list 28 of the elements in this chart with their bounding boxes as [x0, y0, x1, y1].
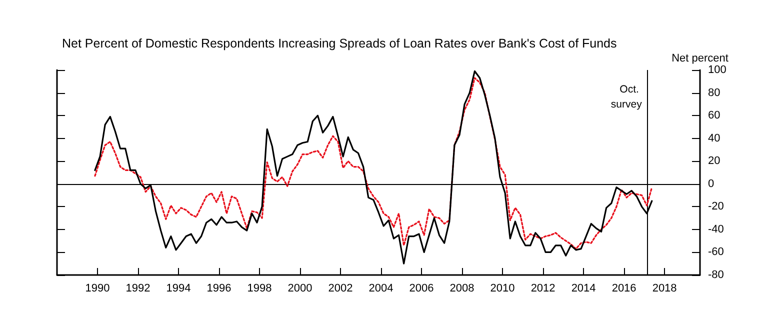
y-tick-label: 20 — [708, 155, 720, 168]
x-tick-label: 2000 — [288, 282, 312, 294]
y-tick-label: 60 — [708, 110, 720, 122]
x-tick-label: 1992 — [126, 282, 150, 294]
ref-line-label: Oct. survey — [610, 84, 643, 110]
x-tick-label: 2014 — [571, 282, 596, 294]
y-tick-label: -80 — [708, 269, 724, 281]
y-tick-label: 80 — [708, 86, 720, 99]
y-tick-label: -40 — [708, 223, 724, 236]
x-tick-label: 1990 — [85, 282, 110, 294]
x-tick-label: 2010 — [490, 282, 515, 294]
y-axis-title: Net percent — [672, 52, 728, 64]
x-tick-label: 2018 — [652, 282, 677, 294]
x-tick-label: 2004 — [368, 282, 394, 294]
x-tick-label: 1996 — [206, 282, 232, 294]
y-tick-label: 100 — [708, 64, 726, 76]
x-tick-label: 1998 — [247, 282, 272, 294]
x-tick-label: 2006 — [409, 282, 434, 294]
x-tick-label: 2012 — [530, 282, 556, 294]
y-tick-label: 40 — [708, 132, 720, 144]
y-tick-label: 0 — [708, 178, 714, 190]
x-tick-label: 2008 — [450, 282, 474, 294]
chart-title: Net Percent of Domestic Respondents Increasing Spreads of Loan Rates over Bank's Cost of Funds — [62, 36, 617, 50]
x-tick-label: 1994 — [166, 282, 191, 294]
x-tick-label: 2002 — [328, 282, 353, 294]
x-tick-label: 2016 — [612, 282, 636, 294]
y-tick-label: -20 — [708, 200, 724, 213]
y-tick-label: -60 — [708, 246, 724, 258]
